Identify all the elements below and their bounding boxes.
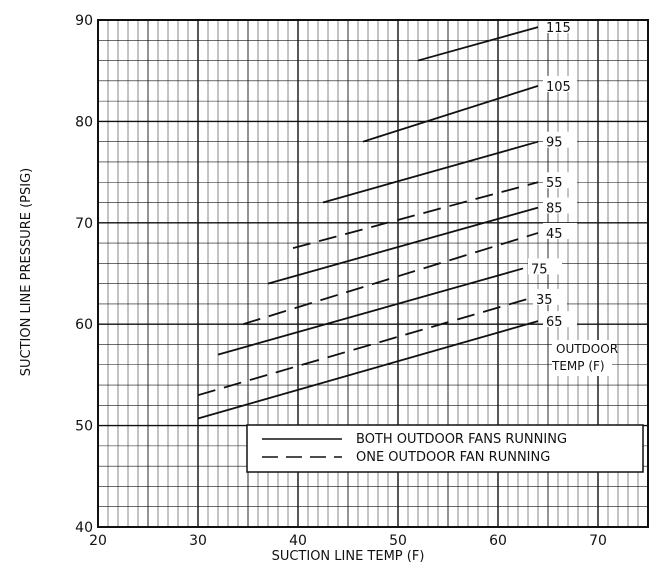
curve-label-bg [543,17,577,34]
curve-label-95: 95 [546,136,563,151]
y-tick-label: 60 [75,317,93,333]
curve-title-bg [552,340,612,376]
series-line-105 [362,85,539,143]
curve-label-75: 75 [531,262,548,277]
x-tick-label: 50 [389,533,407,549]
curve-label-bg [543,172,577,189]
series-line-95 [322,140,539,204]
y-tick-label: 90 [75,13,93,29]
curve-label-bg [533,288,567,305]
series-line-85 [267,206,539,285]
legend-label-dashed: ONE OUTDOOR FAN RUNNING [356,450,550,465]
curve-title-line1: OUTDOOR [556,342,618,356]
curve-label-bg [543,75,577,92]
curve-label-35: 35 [536,293,553,308]
x-tick-label: 70 [589,533,607,549]
curve-label-bg [528,258,562,275]
plot-frame [97,19,649,528]
curve-label-45: 45 [546,227,563,242]
y-tick-label: 50 [75,419,93,435]
curve-label-bg [543,197,577,214]
curve-label-115: 115 [546,21,571,36]
y-tick-label: 70 [75,216,93,232]
axes-layer: 20 30 40 50 60 70 40 50 60 70 80 90 [75,13,649,549]
y-axis-label: SUCTION LINE PRESSURE (PSIG) [19,168,34,376]
x-tick-label: 30 [189,533,207,549]
series-line-45 [242,232,539,326]
series-line-75 [217,267,524,356]
legend-box [246,424,644,473]
y-tick-label: 80 [75,114,93,130]
series-line-35 [197,297,529,397]
x-tick-label: 40 [289,533,307,549]
curve-label-65: 65 [546,315,563,330]
series-line-65 [197,320,539,420]
x-axis-label: SUCTION LINE TEMP (F) [272,549,425,564]
curve-label-bg [543,222,577,239]
series-line-55 [292,181,539,250]
curve-label-105: 105 [546,80,571,95]
series-layer: 115 105 95 55 85 45 75 35 65 [197,17,577,420]
y-tick-label: 40 [75,520,93,536]
series-line-115 [417,26,539,62]
curve-label-55: 55 [546,176,563,191]
x-tick-label: 60 [489,533,507,549]
x-tick-label: 20 [89,533,107,549]
curve-label-bg [543,311,577,328]
curve-title-line2: TEMP (F) [551,359,605,373]
curve-label-bg [543,131,577,148]
curve-label-85: 85 [546,202,563,217]
legend: BOTH OUTDOOR FANS RUNNING ONE OUTDOOR FA… [246,424,644,473]
legend-label-solid: BOTH OUTDOOR FANS RUNNING [356,432,567,447]
